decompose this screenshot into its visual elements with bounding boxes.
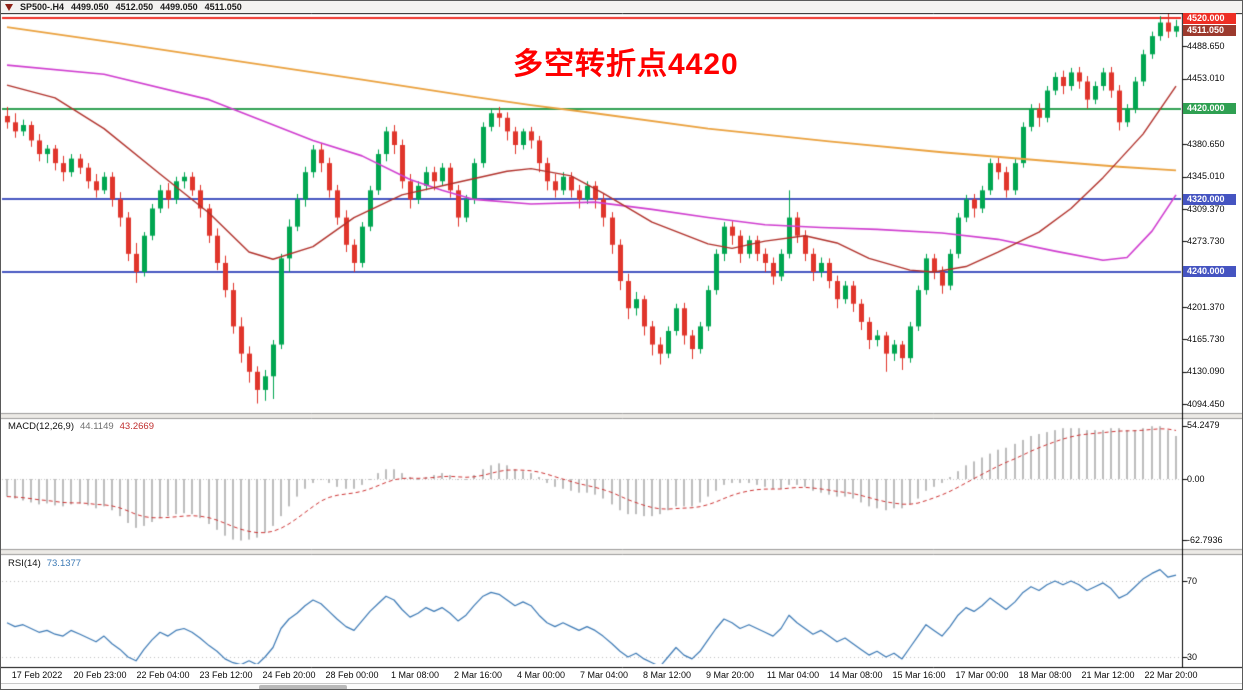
annotation-text: 多空转折点4420 — [513, 48, 739, 81]
time-axis[interactable] — [1, 667, 1182, 683]
scrollbar-thumb[interactable] — [259, 685, 347, 689]
symbol-info-bar: SP500-.H4 4499.050 4512.050 4499.050 451… — [1, 1, 1242, 13]
rsi-indicator-label: RSI(14) 73.1377 — [8, 558, 81, 569]
rsi-value: 73.1377 — [46, 558, 82, 569]
low-value: 4499.050 — [160, 2, 198, 12]
macd-indicator-label: MACD(12,26,9) 44.1149 43.2669 — [8, 421, 154, 432]
horizontal-scrollbar[interactable] — [1, 683, 1242, 689]
macd-name: MACD(12,26,9) — [8, 421, 74, 432]
close-value: 4511.050 — [204, 2, 242, 12]
macd-value: 44.1149 — [80, 421, 114, 432]
macd-signal-value: 43.2669 — [119, 421, 154, 432]
price-axis[interactable] — [1182, 13, 1242, 667]
symbol-name: SP500-.H4 — [20, 2, 65, 12]
rsi-name: RSI(14) — [8, 558, 41, 569]
open-value: 4499.050 — [71, 2, 109, 12]
symbol-triangle-icon — [5, 3, 13, 11]
high-value: 4512.050 — [115, 2, 154, 12]
